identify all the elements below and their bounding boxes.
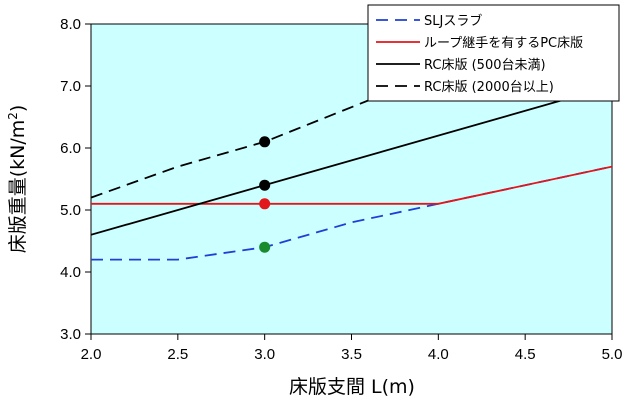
x-tick-label: 5.0: [602, 346, 623, 363]
data-point-3: [259, 179, 271, 191]
legend-box: [367, 4, 620, 102]
axis-layer: 2.0 2.5 3.0 3.5 4.0 4.5 5.0 3.0 4.0 5.0 6.0 7.0 8.0: [60, 16, 622, 363]
x-tick-label: 2.5: [167, 346, 188, 363]
series-line-3: [91, 85, 612, 236]
y-tick-label: 4.0: [60, 264, 81, 281]
legend-label-4: RC床版 (2000台以上): [424, 80, 554, 95]
data-point-2: [259, 198, 271, 210]
legend-label-1: SLJスラブ: [424, 13, 482, 29]
x-tick-label: 3.0: [254, 346, 275, 363]
series-line-4: [91, 24, 561, 199]
y-tick-label: 8.0: [60, 16, 81, 33]
data-point-1: [259, 241, 271, 253]
series-layer: [91, 24, 612, 261]
data-point-4: [259, 136, 271, 148]
x-tick-label: 4.0: [428, 346, 449, 363]
series-line-2: [91, 165, 612, 205]
legend-label-2: ループ継手を有するPC床版: [424, 36, 583, 51]
x-tick-label: 3.5: [341, 346, 362, 363]
marker-layer: [259, 136, 271, 253]
legend-label-3: RC床版 (500台未満): [424, 58, 546, 73]
y-tick-label: 3.0: [60, 326, 81, 343]
y-tick-label: 7.0: [60, 78, 81, 95]
x-tick-label: 4.5: [515, 346, 536, 363]
y-axis-title: 床版重量(kN/m2): [6, 105, 29, 254]
y-tick-label: 6.0: [60, 140, 81, 157]
x-tick-label: 2.0: [81, 346, 102, 363]
y-tick-label: 5.0: [60, 202, 81, 219]
x-axis-title: 床版支間 L(m): [289, 376, 415, 398]
